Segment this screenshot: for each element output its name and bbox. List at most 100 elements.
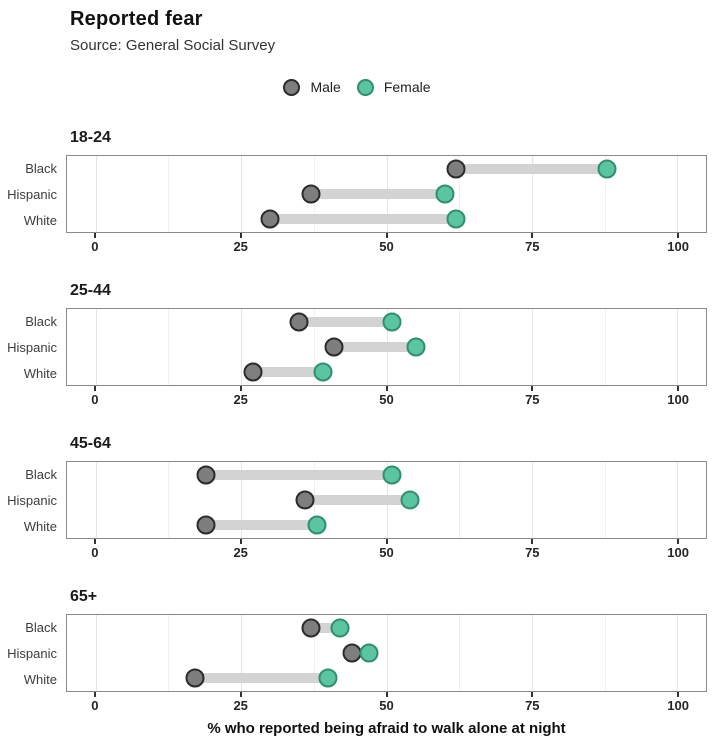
row-black	[67, 462, 706, 487]
tick-label: 25	[233, 698, 248, 713]
rows	[67, 462, 706, 538]
tick-label: 50	[379, 545, 394, 560]
y-label-black: Black	[25, 313, 57, 329]
tick-label: 0	[91, 545, 99, 560]
panel-title: 65+	[70, 588, 98, 605]
panel-title: 45-64	[70, 435, 111, 452]
tick-mark	[239, 539, 242, 544]
x-axis-title-spacer	[0, 720, 66, 737]
rows	[67, 309, 706, 385]
row-hispanic	[67, 640, 706, 665]
y-axis-labels: Black Hispanic White	[0, 614, 66, 692]
connector-bar	[252, 367, 323, 378]
minor-gridline	[168, 462, 170, 538]
x-axis-title-row: % who reported being afraid to walk alon…	[0, 720, 714, 737]
tick-mark	[93, 692, 96, 697]
connector-bar	[310, 188, 445, 199]
panel-25-44: 25-44 Black Hispanic White 0 25 50 75 100	[0, 282, 714, 410]
connector-bar	[310, 622, 340, 633]
plot-area	[66, 155, 707, 233]
x-axis: 0 25 50 75 100	[66, 233, 707, 257]
tick-mark	[239, 386, 242, 391]
plot-wrap: 0 25 50 75 100	[66, 155, 707, 257]
tick-label: 0	[91, 698, 99, 713]
x-axis: 0 25 50 75 100	[66, 386, 707, 410]
y-label-hispanic: Hispanic	[7, 492, 57, 508]
female-dot	[313, 362, 333, 382]
panel-65+: 65+ Black Hispanic White 0 25 50 75 100	[0, 588, 714, 716]
panel-grid: Black Hispanic White 0 25 50 75 100	[0, 461, 714, 563]
row-white	[67, 666, 706, 691]
female-dot	[435, 184, 455, 204]
female-dot	[359, 643, 379, 663]
legend-item-male: Male	[283, 78, 341, 96]
connector-bar	[194, 673, 329, 684]
connector-bar	[270, 214, 457, 225]
major-gridline	[241, 462, 243, 538]
major-gridline	[677, 615, 679, 691]
tick-mark	[385, 386, 388, 391]
row-hispanic	[67, 334, 706, 359]
minor-gridline	[604, 462, 606, 538]
y-label-hispanic: Hispanic	[7, 186, 57, 202]
x-axis-title: % who reported being afraid to walk alon…	[207, 720, 566, 737]
y-label-hispanic: Hispanic	[7, 645, 57, 661]
tick-mark	[93, 539, 96, 544]
tick-label: 0	[91, 392, 99, 407]
minor-gridline	[459, 156, 461, 232]
y-axis-labels: Black Hispanic White	[0, 461, 66, 539]
major-gridline	[241, 615, 243, 691]
female-dot	[382, 312, 402, 332]
tick-mark	[385, 539, 388, 544]
row-black	[67, 156, 706, 181]
major-gridline	[241, 309, 243, 385]
minor-gridline	[313, 615, 315, 691]
legend-label-female: Female	[383, 79, 431, 95]
female-dot	[400, 490, 420, 510]
row-black	[67, 309, 706, 334]
tick-mark	[531, 539, 534, 544]
y-label-black: Black	[25, 160, 57, 176]
row-hispanic	[67, 487, 706, 512]
y-label-white: White	[23, 212, 57, 228]
male-dot	[301, 184, 321, 204]
male-dot	[324, 337, 344, 357]
rows	[67, 615, 706, 691]
minor-gridline	[604, 156, 606, 232]
plot-wrap: 0 25 50 75 100	[66, 461, 707, 563]
major-gridline	[531, 309, 533, 385]
major-gridline	[95, 462, 97, 538]
major-gridline	[677, 156, 679, 232]
tick-label: 75	[525, 392, 540, 407]
legend: Male Female	[0, 78, 714, 96]
male-dot	[260, 209, 280, 229]
tick-mark	[239, 692, 242, 697]
tick-label: 75	[525, 698, 540, 713]
male-dot	[196, 515, 216, 535]
minor-gridline	[313, 309, 315, 385]
tick-label: 75	[525, 239, 540, 254]
minor-gridline	[459, 462, 461, 538]
minor-gridline	[459, 615, 461, 691]
tick-label: 100	[667, 545, 689, 560]
chart-subtitle: Source: General Social Survey	[70, 37, 276, 54]
male-dot	[196, 465, 216, 485]
plot-area	[66, 614, 707, 692]
panel-title: 25-44	[70, 282, 111, 299]
tick-mark	[385, 233, 388, 238]
major-gridline	[531, 462, 533, 538]
male-dot	[301, 618, 321, 638]
tick-label: 100	[667, 239, 689, 254]
legend-label-male: Male	[310, 79, 341, 95]
plot-wrap: 0 25 50 75 100	[66, 614, 707, 716]
female-dot	[382, 465, 402, 485]
female-dot	[330, 618, 350, 638]
connector-bar	[206, 469, 393, 480]
tick-label: 25	[233, 392, 248, 407]
major-gridline	[386, 615, 388, 691]
male-dot-icon	[283, 78, 301, 96]
female-dot	[318, 668, 338, 688]
row-white	[67, 207, 706, 232]
x-axis: 0 25 50 75 100	[66, 539, 707, 563]
